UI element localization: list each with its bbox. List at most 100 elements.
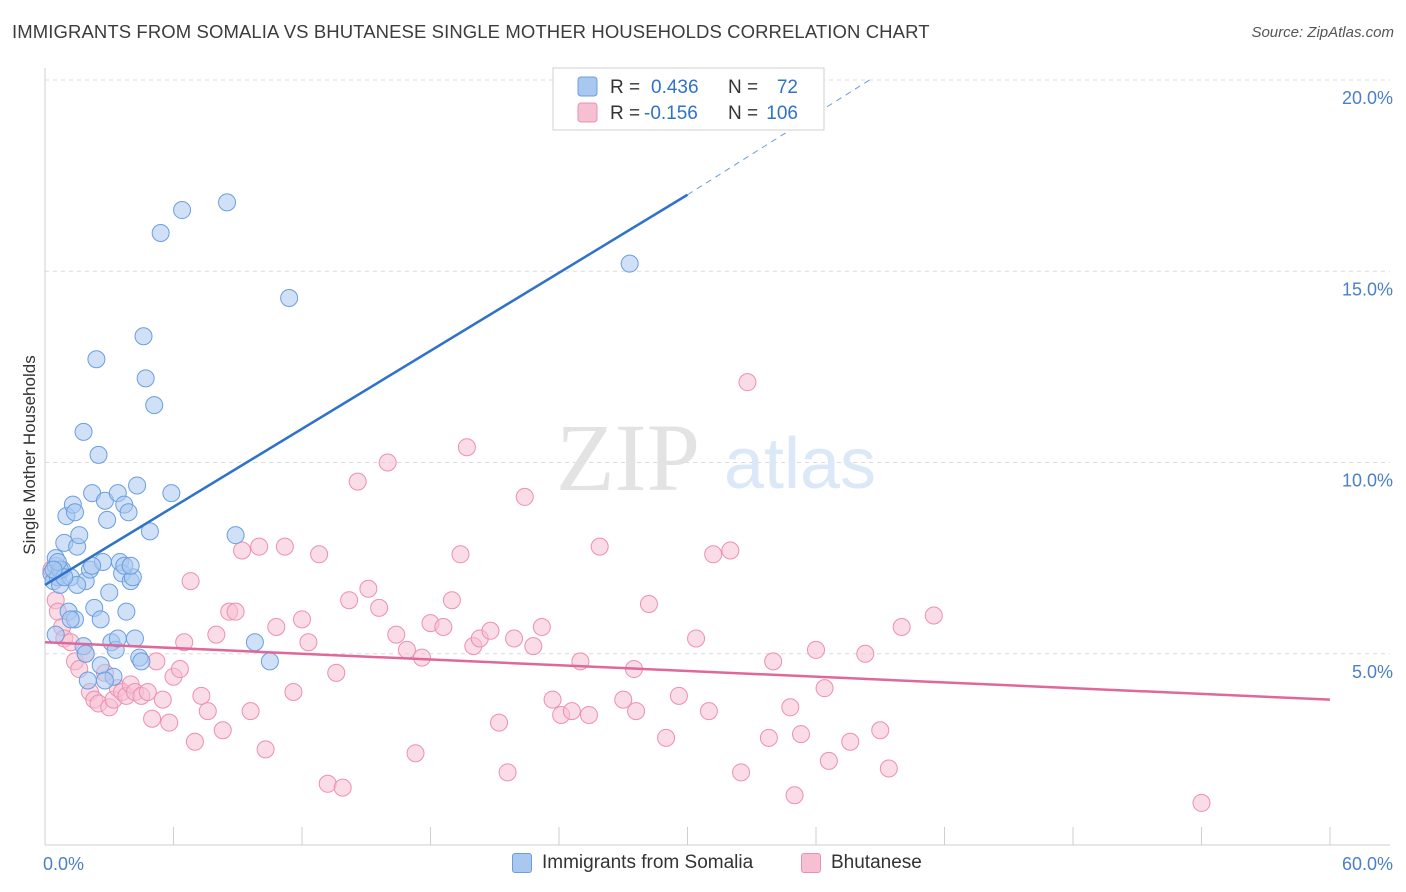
bhutanese-point <box>267 617 286 636</box>
bhutanese-point <box>175 633 194 652</box>
bhutanese-point <box>515 487 534 506</box>
bhutanese-point <box>185 732 204 751</box>
x-tick-label: 60.0% <box>1342 854 1393 874</box>
bhutanese-point <box>241 702 260 721</box>
bhutanese-point <box>879 759 898 778</box>
bhutanese-point <box>699 702 718 721</box>
bhutanese-point <box>627 702 646 721</box>
y-tick-label: 20.0% <box>1342 88 1393 108</box>
bhutanese-point <box>233 541 252 560</box>
somalia-point <box>91 610 110 629</box>
bhutanese-point <box>256 740 275 759</box>
x-tick-label: 0.0% <box>43 854 84 874</box>
bhutanese-point <box>348 472 367 491</box>
bhutanese-point <box>147 652 166 671</box>
bhutanese-point <box>498 763 517 782</box>
bhutanese-point <box>562 702 581 721</box>
source-label: Source: ZipAtlas.com <box>1251 24 1394 41</box>
legend-r-value: -0.156 <box>644 103 698 124</box>
bhutanese-point <box>781 698 800 717</box>
watermark: ZIP atlas <box>556 404 876 511</box>
bhutanese-point <box>284 683 303 701</box>
somalia-point <box>78 671 97 690</box>
bhutanese-point <box>590 537 609 556</box>
somalia-point <box>162 484 181 503</box>
bhutanese-point <box>318 774 337 793</box>
legend-item-bhutanese: Bhutanese <box>801 852 922 874</box>
bhutanese-point <box>359 579 378 598</box>
bhutanese-point <box>226 602 245 621</box>
bhutanese-point <box>657 728 676 747</box>
legend-swatch-pink <box>577 102 598 123</box>
bhutanese-point <box>792 725 811 744</box>
bhutanese-point <box>892 617 911 636</box>
bhutanese-point <box>505 629 524 648</box>
somalia-point <box>95 671 114 690</box>
bhutanese-point <box>451 545 470 564</box>
series-legend: Immigrants from Somalia Bhutanese <box>0 852 1406 878</box>
somalia-point <box>108 629 127 648</box>
somalia-trend-extension <box>687 79 870 196</box>
somalia-point <box>620 254 639 273</box>
somalia-point <box>121 556 140 575</box>
somalia-point <box>173 201 192 220</box>
bhutanese-point <box>138 683 157 701</box>
correlation-legend: R = 0.436 N = 72 R = -0.156 N = 106 <box>552 67 825 131</box>
bhutanese-point <box>532 617 551 636</box>
grid-lines <box>45 79 1390 655</box>
bhutanese-point <box>704 545 723 564</box>
bhutanese-point <box>192 686 211 705</box>
bhutanese-point <box>170 660 189 679</box>
somalia-point <box>76 644 95 663</box>
bhutanese-point <box>721 541 740 560</box>
somalia-point <box>46 625 65 644</box>
bhutanese-point <box>785 786 804 805</box>
somalia-point <box>44 560 63 579</box>
bhutanese-point <box>378 453 397 472</box>
somalia-point <box>61 610 80 629</box>
bhutanese-point <box>370 598 389 617</box>
watermark-zip: ZIP <box>556 404 700 511</box>
bhutanese-point <box>614 690 633 709</box>
somalia-point <box>89 445 108 464</box>
bhutanese-point <box>181 572 200 591</box>
somalia-point <box>128 476 147 495</box>
bhutanese-point <box>579 705 598 724</box>
bhutanese-point <box>481 621 500 640</box>
bhutanese-point <box>434 617 453 636</box>
bhutanese-point <box>457 438 476 457</box>
legend-n-label: N = <box>728 103 758 124</box>
legend-r-label: R = <box>610 103 640 124</box>
trend-lines <box>44 79 1331 701</box>
somalia-point <box>218 193 237 212</box>
legend-n-value: 106 <box>766 103 798 124</box>
bhutanese-point <box>819 751 838 770</box>
bhutanese-point <box>732 763 751 782</box>
somalia-point <box>134 327 153 346</box>
bhutanese-point <box>340 591 359 610</box>
somalia-point <box>226 526 245 545</box>
somalia-point <box>98 510 117 529</box>
somalia-point <box>260 652 279 671</box>
bhutanese-point <box>639 595 658 614</box>
legend-n-value: 72 <box>777 77 798 98</box>
legend-swatch-bhutanese <box>801 853 821 873</box>
bhutanese-point <box>299 633 318 652</box>
bhutanese-point <box>856 644 875 663</box>
legend-n-label: N = <box>728 77 758 98</box>
y-tick-label: 15.0% <box>1342 279 1393 299</box>
watermark-atlas: atlas <box>724 424 876 504</box>
bhutanese-point <box>815 679 834 698</box>
somalia-point <box>145 396 164 415</box>
legend-item-somalia: Immigrants from Somalia <box>512 852 753 874</box>
somalia-point <box>119 503 138 522</box>
bhutanese-point <box>153 690 172 709</box>
somalia-point <box>87 350 106 369</box>
bhutanese-point <box>333 778 352 797</box>
somalia-point <box>132 652 151 671</box>
legend-r-value: 0.436 <box>651 77 699 98</box>
y-tick-label: 5.0% <box>1352 662 1393 682</box>
legend-box <box>552 67 825 131</box>
legend-swatch-blue <box>577 76 598 97</box>
